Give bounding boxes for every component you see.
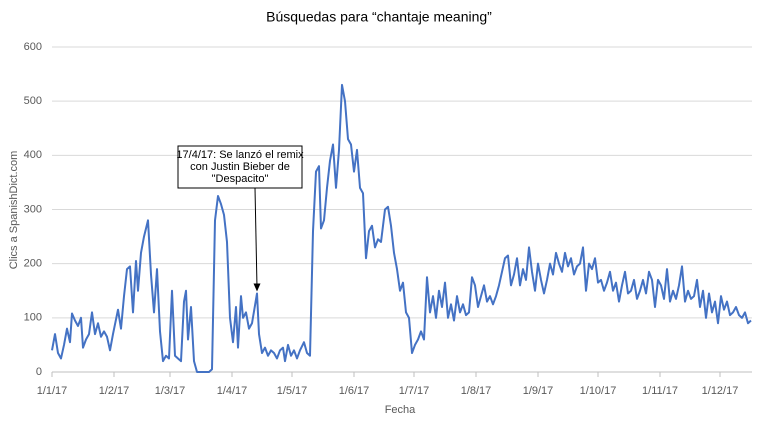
y-tick-label: 600 <box>24 41 42 53</box>
x-tick-label: 1/5/17 <box>277 385 308 397</box>
data-line <box>51 83 752 373</box>
annotation-text: con Justin Bieber de <box>190 161 290 173</box>
annotation-text: "Despacito" <box>212 173 269 185</box>
y-tick-label: 300 <box>24 203 42 215</box>
annotation-arrowhead <box>253 283 261 292</box>
y-tick-label: 200 <box>24 258 42 270</box>
x-tick-label: 1/9/17 <box>523 385 554 397</box>
y-tick-label: 500 <box>24 95 42 107</box>
x-tick-label: 1/7/17 <box>399 385 430 397</box>
x-tick-label: 1/10/17 <box>580 385 617 397</box>
y-axis-label: Clics a SpanishDict.com <box>8 151 20 270</box>
x-tick-label: 1/1/17 <box>37 385 68 397</box>
y-tick-label: 400 <box>24 149 42 161</box>
y-tick-label: 0 <box>36 366 42 378</box>
x-tick-label: 1/8/17 <box>461 385 492 397</box>
x-tick-label: 1/2/17 <box>99 385 130 397</box>
x-tick-label: 1/11/17 <box>642 385 678 397</box>
x-tick-label: 1/12/17 <box>702 385 739 397</box>
annotation-arrow <box>254 187 258 288</box>
x-axis-label: Fecha <box>385 404 416 416</box>
x-tick-label: 1/3/17 <box>155 385 186 397</box>
annotation-box <box>177 145 303 189</box>
y-tick-label: 100 <box>24 312 42 324</box>
x-tick-label: 1/4/17 <box>217 385 248 397</box>
annotation-text: 17/4/17: Se lanzó el remix <box>176 149 304 161</box>
x-tick-label: 1/6/17 <box>339 385 370 397</box>
chart-title: Búsquedas para “chantaje meaning” <box>266 9 492 25</box>
